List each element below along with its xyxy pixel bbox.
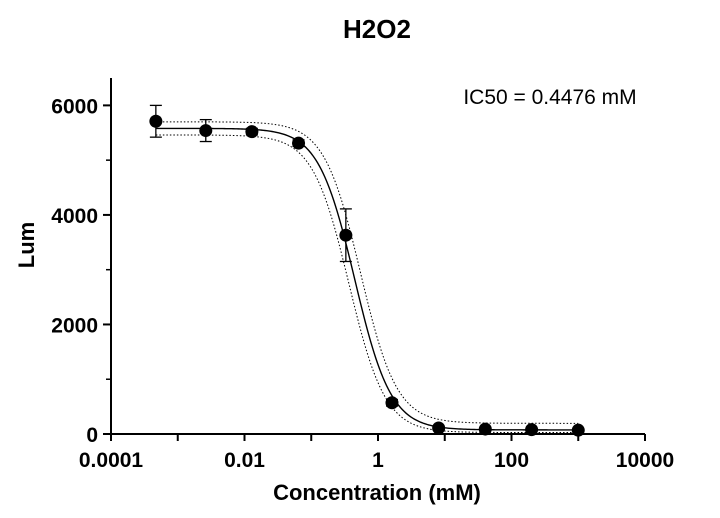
x-ticks: 0.0001 0.01 1 100 10000 — [79, 434, 674, 472]
data-point — [385, 396, 399, 410]
x-axis-label: Concentration (mM) — [273, 480, 481, 505]
data-point — [478, 422, 492, 436]
axes — [110, 78, 645, 435]
point-marker — [199, 124, 213, 138]
data-point — [525, 423, 539, 437]
data-point — [149, 104, 163, 138]
point-marker — [292, 136, 306, 150]
data-point — [339, 208, 353, 263]
point-marker — [339, 228, 353, 242]
point-marker — [432, 421, 446, 435]
ci-upper-curve — [155, 121, 579, 424]
point-marker — [245, 125, 259, 139]
y-tick-label: 6000 — [51, 95, 98, 118]
data-point — [245, 125, 259, 139]
confidence-band-lower — [155, 134, 579, 434]
x-tick-label: 1 — [372, 449, 384, 472]
data-point — [199, 118, 213, 143]
ci-lower-curve — [155, 134, 579, 434]
y-tick-label: 0 — [86, 424, 98, 447]
x-tick-label: 0.01 — [224, 449, 265, 472]
data-point — [432, 421, 446, 435]
data-point — [292, 136, 306, 150]
y-axis-label: Lum — [14, 222, 39, 268]
point-marker — [149, 114, 163, 128]
ic50-annotation: IC50 = 0.4476 mM — [463, 86, 636, 109]
y-tick-label: 2000 — [51, 314, 98, 337]
fit-curve — [155, 127, 579, 431]
x-tick-label: 0.0001 — [79, 449, 144, 472]
y-ticks: 0 2000 4000 6000 — [51, 95, 111, 447]
chart-title: H2O2 — [343, 14, 411, 44]
confidence-band-upper — [155, 121, 579, 424]
point-marker — [385, 396, 399, 410]
point-marker — [525, 423, 539, 437]
data-points-layer — [149, 104, 585, 437]
x-tick-label: 100 — [494, 449, 529, 472]
y-tick-label: 4000 — [51, 205, 98, 228]
x-tick-label: 10000 — [616, 449, 674, 472]
fit-curve-layer — [155, 127, 579, 431]
point-marker — [478, 422, 492, 436]
